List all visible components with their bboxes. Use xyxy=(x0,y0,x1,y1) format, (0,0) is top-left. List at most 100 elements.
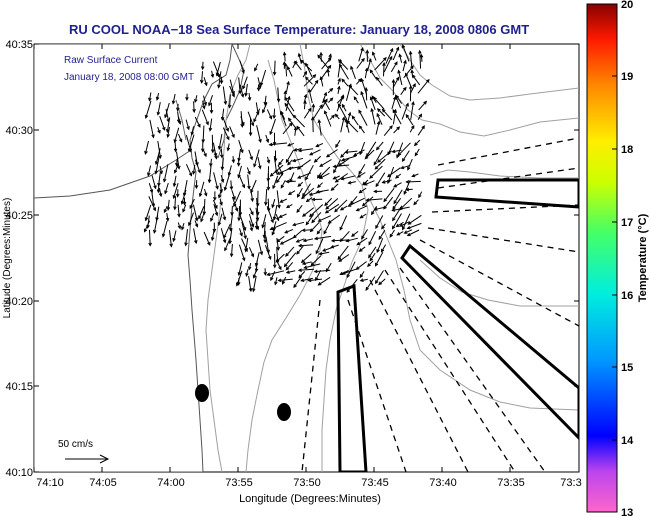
current-vector-head xyxy=(393,200,397,205)
current-vector xyxy=(407,222,422,229)
current-vector-head xyxy=(353,152,358,157)
current-vector xyxy=(285,96,290,112)
current-vector-head xyxy=(285,252,289,257)
current-vector xyxy=(167,199,170,210)
current-vector-head xyxy=(296,209,301,213)
current-vector xyxy=(158,187,162,197)
current-vector xyxy=(399,197,413,211)
current-vector xyxy=(322,92,327,104)
current-vector-head xyxy=(339,207,344,211)
current-vector-head xyxy=(337,103,342,108)
current-vector-head xyxy=(287,95,291,100)
current-vector xyxy=(194,116,201,128)
current-vector-head xyxy=(242,85,246,90)
current-vector-head xyxy=(198,193,203,198)
current-vector xyxy=(231,190,236,200)
current-vector xyxy=(315,142,324,147)
current-vector xyxy=(177,111,180,123)
current-vector-head xyxy=(220,178,225,183)
current-vector-head xyxy=(330,187,335,191)
current-vector xyxy=(369,252,376,261)
current-vector-head xyxy=(297,243,302,248)
current-vector-head xyxy=(370,107,374,112)
current-vector xyxy=(356,78,362,85)
current-vector-head xyxy=(361,202,366,207)
current-vector xyxy=(302,183,311,197)
current-vector xyxy=(375,172,386,187)
current-vector-head xyxy=(285,204,290,209)
current-vector-head xyxy=(418,113,423,118)
current-vector xyxy=(230,180,233,190)
current-vector-head xyxy=(184,242,188,247)
scale-label: 50 cm/s xyxy=(58,439,93,450)
current-vector-head xyxy=(302,213,306,217)
current-vector-head xyxy=(346,274,350,279)
current-vector-head xyxy=(272,115,277,120)
current-vector xyxy=(159,116,166,131)
current-vector-head xyxy=(169,243,173,248)
current-vector xyxy=(165,108,170,122)
current-vector-head xyxy=(301,228,306,233)
current-vector xyxy=(331,239,350,242)
current-vector-head xyxy=(381,108,386,113)
colorbar-tick-label: 13 xyxy=(621,507,633,518)
current-vector xyxy=(350,195,358,205)
current-vector-head xyxy=(248,288,253,293)
current-vector xyxy=(192,164,196,174)
current-vector xyxy=(310,221,320,232)
current-vector xyxy=(287,66,293,77)
current-vector xyxy=(220,148,223,158)
current-vector-head xyxy=(418,49,422,54)
current-vector xyxy=(144,140,149,154)
current-vector xyxy=(314,235,332,240)
current-vector-head xyxy=(319,51,323,56)
current-vector-head xyxy=(403,230,408,234)
current-vector xyxy=(212,199,218,209)
current-vector-head xyxy=(155,96,160,101)
current-vector-head xyxy=(327,220,332,224)
current-vector xyxy=(246,167,251,175)
current-vector-head xyxy=(374,262,379,267)
current-vector xyxy=(163,164,169,182)
current-vector xyxy=(298,268,315,271)
current-vector xyxy=(360,278,368,282)
current-vector xyxy=(294,127,297,136)
current-vector-head xyxy=(360,77,365,83)
current-vector xyxy=(262,214,267,228)
current-vector xyxy=(276,246,279,263)
current-vector-head xyxy=(174,169,178,174)
current-vector-head xyxy=(215,185,219,190)
current-vector xyxy=(242,76,248,89)
current-vector-head xyxy=(305,198,310,203)
current-vector xyxy=(305,76,313,85)
current-vector xyxy=(405,114,414,126)
current-vector xyxy=(222,86,227,105)
current-vector xyxy=(218,71,222,88)
current-vector-head xyxy=(358,170,362,175)
marker-b xyxy=(277,403,291,421)
current-vector xyxy=(223,223,231,239)
current-vector xyxy=(272,175,279,189)
current-vector xyxy=(239,213,246,231)
current-vector xyxy=(238,277,240,285)
current-vector-head xyxy=(309,213,313,218)
current-vector xyxy=(151,190,155,207)
current-vector xyxy=(319,159,332,167)
current-vector-head xyxy=(407,166,411,171)
current-vector-head xyxy=(315,250,319,255)
current-vector-head xyxy=(324,209,329,214)
current-vector-head xyxy=(373,189,378,194)
current-vector xyxy=(369,69,377,80)
current-vector-head xyxy=(341,116,346,121)
current-vector-head xyxy=(244,92,248,97)
current-vector-head xyxy=(286,80,290,85)
current-vector xyxy=(273,204,278,220)
current-vector-head xyxy=(307,278,312,283)
current-vector-head xyxy=(332,164,337,169)
current-vector-head xyxy=(339,63,343,68)
current-vector-head xyxy=(293,126,298,131)
current-vector-head xyxy=(238,90,242,95)
current-vector-head xyxy=(243,235,247,240)
current-vector xyxy=(248,247,254,257)
current-vector xyxy=(249,220,253,231)
